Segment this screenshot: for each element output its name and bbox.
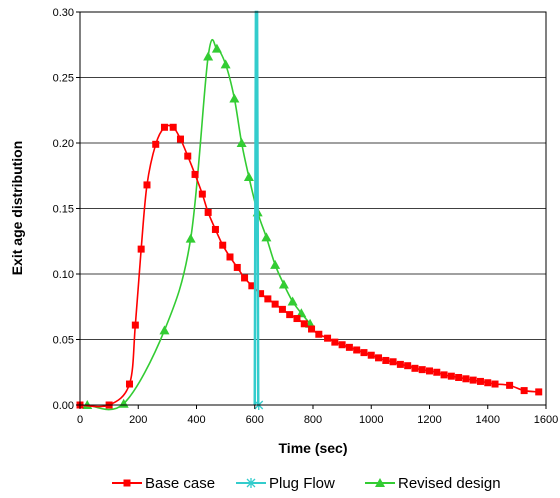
revised-design-point <box>229 93 240 103</box>
revised-design-point <box>236 138 247 147</box>
series-layer <box>76 10 543 411</box>
revised-design-point <box>261 232 272 242</box>
base-case-point <box>396 360 404 368</box>
base-case-point <box>278 305 286 313</box>
revised-design-point <box>287 296 298 306</box>
revised-design-point <box>220 59 231 69</box>
base-case-point <box>176 135 184 143</box>
base-case-point <box>367 351 375 359</box>
base-case-point <box>211 225 219 233</box>
base-case-point <box>324 334 332 342</box>
base-case-point <box>462 375 470 383</box>
legend: Base case Plug Flow Revised design <box>112 475 501 492</box>
base-case-point <box>447 372 455 380</box>
legend-item-base-case: Base case <box>112 475 215 492</box>
base-case-point <box>338 341 346 349</box>
axis-ticks: 0.00 0.05 0.10 0.15 0.20 0.25 0.30 0 200 400 600 80… <box>53 7 559 426</box>
y-axis-title: Exit age distribution <box>9 141 25 276</box>
base-case-point <box>184 152 192 160</box>
base-case-point <box>137 245 145 253</box>
legend-swatch-marker <box>246 478 256 488</box>
legend-item-revised-design: Revised design <box>365 475 501 492</box>
base-case-point <box>331 338 339 346</box>
y-tick-label: 0.05 <box>53 335 74 347</box>
x-tick-label: 200 <box>129 414 147 426</box>
base-case-point <box>198 190 206 198</box>
x-tick-label: 1400 <box>476 414 500 426</box>
x-tick-label: 1200 <box>417 414 441 426</box>
base-case-point <box>375 354 383 362</box>
x-tick-label: 600 <box>246 414 264 426</box>
base-case-point <box>191 170 199 178</box>
revised-design-point <box>243 172 254 182</box>
base-case-point <box>353 346 361 354</box>
y-tick-label: 0.15 <box>53 204 74 216</box>
base-case-point <box>204 208 212 216</box>
base-case-point <box>469 376 477 384</box>
y-tick-label: 0.10 <box>53 269 74 281</box>
y-tick-label: 0.00 <box>53 400 74 412</box>
base-case-point <box>418 366 426 374</box>
revised-design-point <box>203 51 214 61</box>
base-case-point <box>426 367 433 375</box>
base-case-point <box>433 368 441 376</box>
base-case-point <box>506 381 514 389</box>
base-case-point <box>440 371 448 379</box>
legend-item-plug-flow: Plug Flow <box>236 475 335 492</box>
legend-swatch-marker <box>123 479 131 487</box>
base-case-point <box>248 282 256 290</box>
base-case-point <box>345 343 353 351</box>
base-case-point <box>293 315 301 323</box>
revised-design-point <box>270 259 281 269</box>
x-tick-label: 0 <box>77 414 83 426</box>
base-case-point <box>233 263 241 271</box>
x-tick-label: 1600 <box>534 414 558 426</box>
base-case-point <box>308 325 316 333</box>
y-tick-label: 0.25 <box>53 73 74 85</box>
x-tick-label: 800 <box>304 414 322 426</box>
revised-design-point <box>278 279 289 289</box>
base-case-point <box>476 377 484 385</box>
x-tick-label: 400 <box>187 414 205 426</box>
base-case-point <box>271 300 279 308</box>
base-case-point <box>126 380 134 388</box>
legend-swatch-marker <box>375 478 385 487</box>
base-case-point <box>160 123 168 131</box>
base-case-point <box>382 356 390 364</box>
base-case-point <box>226 253 234 261</box>
legend-label: Base case <box>145 475 215 492</box>
base-case-point <box>520 387 528 395</box>
base-case-point <box>535 388 543 396</box>
base-case-point <box>491 380 499 388</box>
base-case-point <box>257 290 265 298</box>
base-case-point <box>300 320 308 328</box>
base-case-point <box>315 330 323 338</box>
base-case-point <box>169 123 177 131</box>
base-case-point <box>241 274 249 282</box>
revised-design-point <box>185 233 196 243</box>
base-case-point <box>286 311 294 319</box>
y-tick-label: 0.20 <box>53 138 74 150</box>
series-base-case <box>76 123 543 409</box>
base-case-point <box>131 321 139 329</box>
base-case-point <box>219 241 227 249</box>
base-case-point <box>143 181 151 189</box>
revised-design-point <box>211 43 222 53</box>
base-case-point <box>152 140 160 148</box>
x-tick-label: 1000 <box>359 414 383 426</box>
legend-label: Plug Flow <box>269 475 335 492</box>
base-case-point <box>484 379 492 387</box>
legend-label: Revised design <box>398 475 501 492</box>
revised-design-point <box>159 325 170 335</box>
base-case-point <box>360 349 368 357</box>
y-tick-label: 0.30 <box>53 7 74 19</box>
base-case-point <box>389 358 397 366</box>
base-case-point <box>404 362 412 370</box>
base-case-point <box>411 364 419 372</box>
x-axis-title: Time (sec) <box>279 440 348 456</box>
base-case-point <box>264 295 272 303</box>
base-case-point <box>455 373 463 381</box>
